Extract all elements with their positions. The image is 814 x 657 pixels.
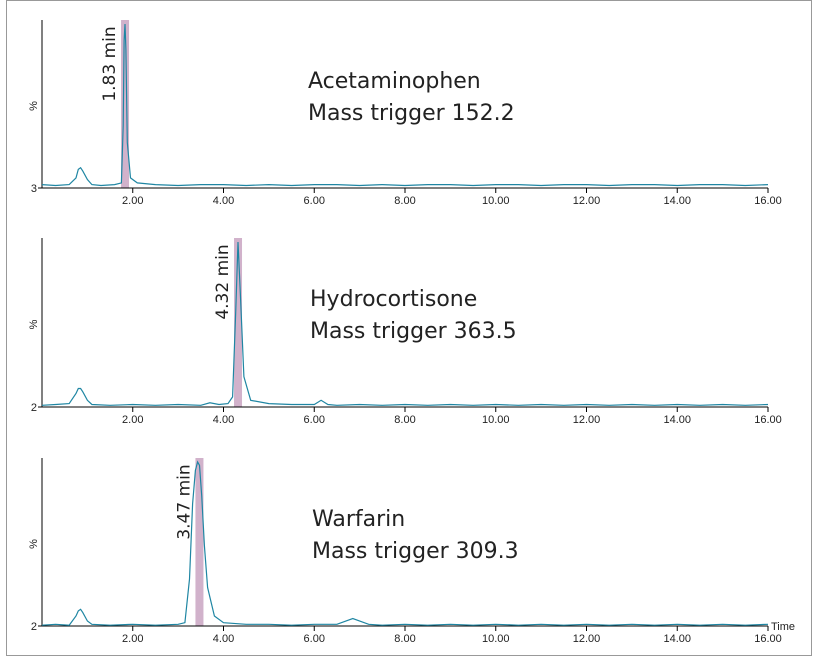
x-tick-label: 4.00	[213, 414, 234, 426]
x-tick-label: 6.00	[304, 414, 325, 426]
frame	[6, 0, 812, 656]
peak-shade	[121, 20, 130, 188]
trace	[41, 460, 769, 626]
x-tick-label: 14.00	[663, 414, 691, 426]
y-axis-label: %	[28, 539, 40, 549]
x-tick-label: 6.00	[304, 195, 325, 207]
x-tick-label: 16.00	[754, 414, 782, 426]
peak-label: 4.32 min	[213, 244, 233, 319]
x-tick-label: 14.00	[663, 633, 691, 645]
y-tick-label: 2	[31, 621, 37, 633]
x-tick-label: 16.00	[754, 195, 782, 207]
compound-annotation: Mass trigger 309.3	[312, 539, 519, 564]
compound-annotation: Warfarin	[312, 507, 405, 532]
trace	[41, 23, 769, 187]
x-tick-label: 8.00	[394, 195, 415, 207]
trace	[41, 241, 769, 406]
x-tick-label: 16.00	[754, 633, 782, 645]
peak-shade	[234, 238, 243, 407]
x-tick-label: 2.00	[122, 195, 143, 207]
x-tick-label: 10.00	[482, 195, 510, 207]
x-tick-label: 14.00	[663, 195, 691, 207]
x-tick-label: 2.00	[122, 414, 143, 426]
compound-annotation: Acetaminophen	[308, 69, 481, 94]
x-tick-label: 10.00	[482, 633, 510, 645]
y-axis-label: %	[28, 319, 40, 329]
peak-label: 3.47 min	[174, 464, 194, 539]
x-tick-label: 12.00	[573, 195, 601, 207]
compound-annotation: Mass trigger 363.5	[310, 319, 517, 344]
x-tick-label: 4.00	[213, 195, 234, 207]
x-axis-label: Time	[771, 621, 795, 633]
x-tick-label: 2.00	[122, 633, 143, 645]
x-tick-label: 6.00	[304, 633, 325, 645]
x-tick-label: 4.00	[213, 633, 234, 645]
y-tick-label: 2	[31, 402, 37, 414]
x-tick-label: 12.00	[573, 633, 601, 645]
x-tick-label: 12.00	[573, 414, 601, 426]
x-tick-label: 10.00	[482, 414, 510, 426]
x-tick-label: 8.00	[394, 633, 415, 645]
peak-label: 1.83 min	[100, 26, 120, 101]
x-tick-label: 8.00	[394, 414, 415, 426]
compound-annotation: Hydrocortisone	[310, 287, 477, 312]
y-axis-label: %	[28, 101, 40, 111]
peak-shade	[195, 458, 204, 626]
y-tick-label: 3	[31, 183, 37, 195]
compound-annotation: Mass trigger 152.2	[308, 101, 515, 126]
